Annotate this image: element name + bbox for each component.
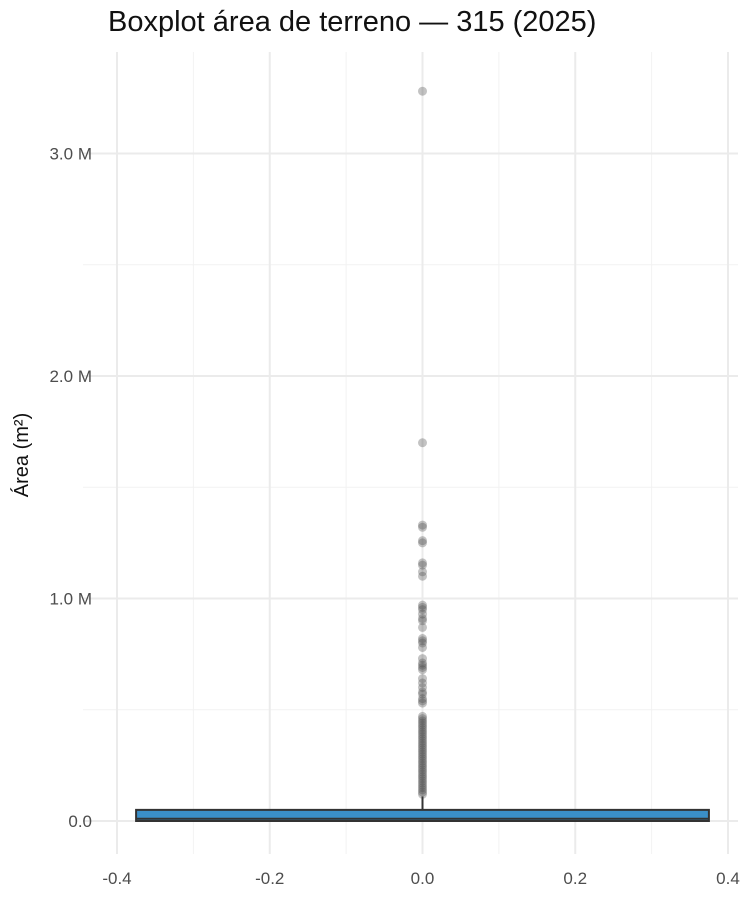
outlier-point [418,538,427,548]
outlier-point [418,785,427,795]
outlier-point [418,696,427,706]
outlier-point [418,727,427,737]
outlier-point [418,774,427,784]
outlier-point [418,763,427,773]
outlier-point [418,787,427,797]
outlier-point [418,723,427,733]
outlier-point [418,714,427,724]
y-axis-title: Área (m²) [10,413,33,497]
outlier-point [418,683,427,692]
outlier-point [418,758,427,768]
outlier-point [418,638,427,648]
grid-lines [83,52,738,854]
outlier-point [418,734,427,744]
outlier-point [418,689,427,699]
outlier-point [418,622,427,632]
outlier-point [418,720,427,730]
outlier-point [418,86,427,96]
outlier-point [418,776,427,786]
y-tick-label: 0.0 [68,812,92,831]
outlier-point [418,674,427,684]
outlier-point [418,725,427,735]
outlier-point [418,642,427,652]
x-tick-label: 0.4 [716,869,740,888]
outlier-point [418,731,427,741]
outlier-point [418,729,427,739]
outlier-point [418,754,427,764]
outlier-point [418,745,427,755]
outlier-point [418,687,427,697]
outlier-point [418,438,427,448]
outlier-point [418,678,427,688]
outlier-point [418,665,427,675]
outlier-point [418,536,427,546]
outlier-point [418,605,427,615]
outlier-point [418,711,427,721]
box-iqr [135,808,710,822]
x-tick-label: 0.0 [411,869,435,888]
outlier-point [418,654,427,664]
outlier-point [418,600,427,610]
outlier-point [418,636,427,646]
chart-title: Boxplot área de terreno — 315 (2025) [108,6,597,38]
outlier-point [418,571,427,581]
outlier-point [418,558,427,568]
outlier-point [418,751,427,761]
outlier-point [418,694,427,704]
outlier-point [418,740,427,750]
outlier-point [418,560,427,570]
outlier-point [418,634,427,644]
outlier-point [418,747,427,757]
x-tick-label: 0.2 [563,869,587,888]
outlier-point [418,789,427,799]
outlier-point [418,738,427,748]
outlier-point [418,783,427,793]
outlier-point [418,522,427,532]
outlier-point [418,749,427,759]
y-tick-label: 2.0 M [49,367,92,386]
outlier-point [418,743,427,753]
outlier-point [418,616,427,626]
outlier-point [418,716,427,726]
outlier-point [418,769,427,779]
outlier-point [418,662,427,672]
outlier-point [418,658,427,668]
outlier-point [418,778,427,788]
y-tick-label: 1.0 M [49,590,92,609]
outlier-point [418,718,427,728]
outlier-point [418,614,427,624]
outlier-point [418,736,427,746]
outlier-point [418,780,427,790]
outlier-point [418,567,427,577]
outlier-point [418,772,427,781]
plot-marks [135,86,710,822]
outlier-point [418,660,427,670]
y-tick-label: 3.0 M [49,145,92,164]
outlier-point [418,756,427,766]
outlier-point [418,602,427,612]
axis-labels: -0.4 -0.2 0.0 0.2 0.4 0.0 1.0 M 2.0 M 3.0 M [49,145,739,889]
x-tick-label: -0.4 [102,869,131,888]
outlier-point [418,767,427,777]
x-tick-label: -0.2 [255,869,284,888]
outlier-point [418,698,427,708]
outlier-point [418,520,427,530]
outlier-point [418,760,427,770]
outlier-point [418,765,427,775]
outlier-point [418,609,427,619]
